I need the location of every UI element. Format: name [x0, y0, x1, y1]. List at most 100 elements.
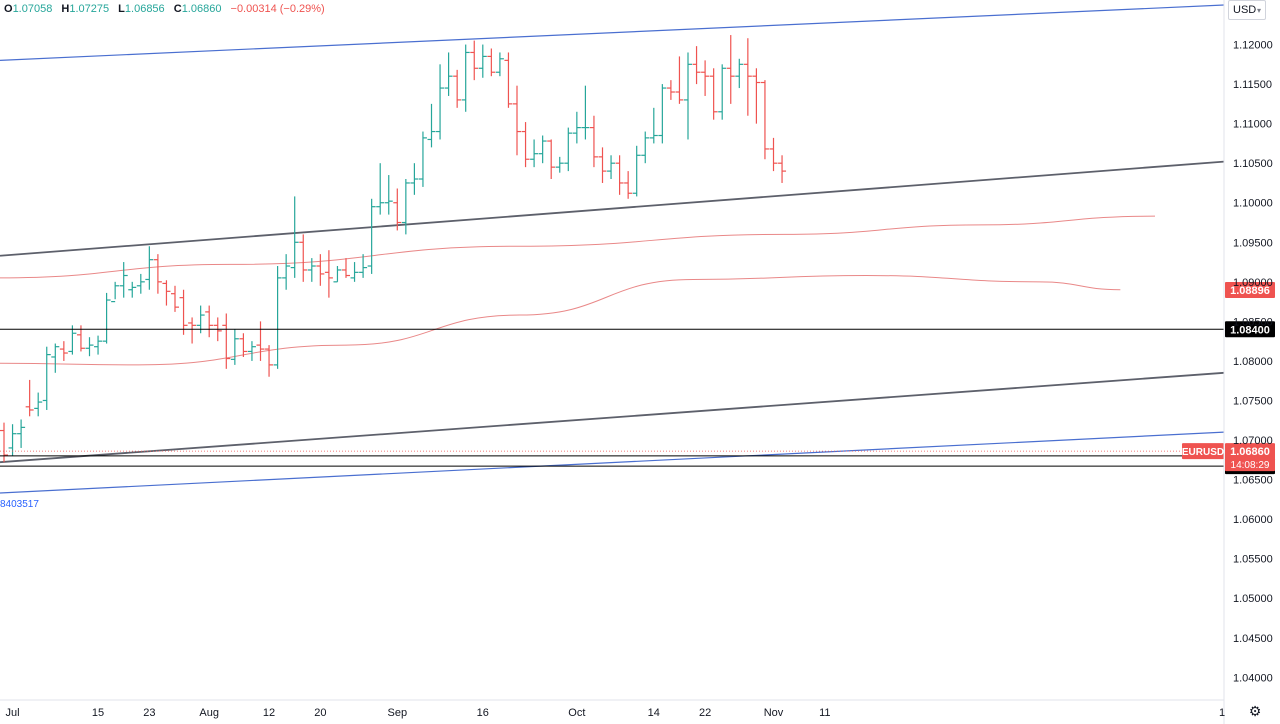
ohlc-bar — [188, 317, 197, 344]
ohlc-bar — [222, 313, 231, 369]
y-tick-label: 1.05000 — [1233, 593, 1273, 605]
x-tick-label: Aug — [199, 707, 219, 719]
x-tick-label: Oct — [568, 707, 585, 719]
ohlc-bar — [393, 188, 402, 231]
ohlc-bar — [256, 321, 265, 361]
y-tick-label: 1.12000 — [1233, 40, 1273, 52]
ohlc-bar — [333, 266, 342, 283]
ohlc-bar — [436, 64, 445, 140]
y-tick-label: 1.05500 — [1233, 554, 1273, 566]
ohlc-bar — [701, 60, 710, 96]
y-tick-label: 1.08500 — [1233, 316, 1273, 328]
ohlc-bar — [282, 254, 291, 290]
ohlc-bars — [0, 35, 787, 463]
ohlc-bar — [504, 52, 513, 108]
ohlc-bar — [307, 258, 316, 282]
chevron-down-icon: ▾ — [1256, 5, 1261, 15]
ohlc-bar — [624, 171, 633, 199]
symbol-tag — [1182, 443, 1224, 460]
ohlc-bar — [324, 250, 333, 298]
ohlc-bar — [538, 135, 547, 164]
x-tick-label: 11 — [819, 707, 830, 719]
last-price-label: 1.06860 — [1230, 446, 1270, 458]
trend-line-channel_upper — [0, 4, 1225, 61]
ohlc-bar — [102, 292, 111, 344]
level-price-tag — [1225, 321, 1275, 338]
ohlc-bar — [778, 155, 787, 183]
ohlc-bar — [42, 346, 51, 410]
ohlc-bar — [153, 254, 162, 294]
ohlc-bar — [299, 234, 308, 282]
ohlc-bar — [34, 392, 43, 417]
ohlc-bar — [675, 56, 684, 104]
ohlc-bar — [265, 345, 274, 377]
ohlc-bar — [171, 285, 179, 312]
x-tick-label: 22 — [699, 707, 711, 719]
currency-selector[interactable]: USD ▾ — [1228, 0, 1266, 20]
ohlc-bar — [572, 111, 581, 144]
open-value: 1.07058 — [12, 3, 53, 15]
ohlc-bar — [743, 38, 752, 116]
ohlc-bar — [641, 131, 650, 164]
close-value: 1.06860 — [181, 3, 222, 15]
ohlc-bar — [692, 46, 701, 85]
last-price-tag — [1225, 443, 1275, 472]
ohlc-bar — [760, 80, 769, 160]
trend-line-trend_lower — [0, 371, 1225, 464]
trend-lines — [0, 4, 1225, 494]
y-tick-label: 1.06500 — [1233, 475, 1273, 487]
x-tick-label: 15 — [92, 707, 104, 719]
ohlc-bar — [316, 254, 325, 286]
ohlc-bar — [684, 52, 692, 140]
trend-line-channel_lower — [0, 431, 1225, 494]
gear-icon[interactable]: ⚙ — [1248, 703, 1262, 719]
ohlc-bar — [376, 163, 385, 215]
x-tick-label: 1 — [1219, 707, 1225, 719]
open-label: O — [4, 3, 13, 15]
ohlc-bar — [359, 254, 368, 278]
ohlc-bar — [513, 85, 521, 156]
horizontal-levels: 1.084001.068001.066701.08896EURUSD1.0686… — [0, 282, 1275, 475]
ohlc-bar — [487, 48, 496, 77]
ma-price-tag — [1225, 282, 1275, 299]
channel-label: 8403517 — [0, 499, 39, 510]
ohlc-bar — [350, 262, 359, 282]
ohlc-bar — [581, 85, 590, 140]
x-tick-label: Jul — [6, 707, 20, 719]
ohlc-bar — [239, 333, 248, 357]
ohlc-bar — [25, 379, 34, 417]
countdown-label: 14:08:29 — [1231, 460, 1270, 471]
ohlc-bar — [196, 305, 205, 334]
y-tick-label: 1.06000 — [1233, 514, 1273, 526]
ohlc-bar — [735, 58, 744, 89]
ohlc-bar — [136, 273, 145, 294]
ohlc-bar — [589, 115, 598, 168]
trend-line-trend_upper — [0, 160, 1225, 257]
ohlc-bar — [418, 131, 427, 187]
ohlc-bar — [59, 341, 68, 361]
ohlc-bar — [145, 246, 154, 290]
ohlc-bar — [367, 198, 376, 274]
ohlc-bar — [752, 68, 761, 124]
y-tick-label: 1.07000 — [1233, 435, 1273, 447]
ohlc-bar — [649, 107, 658, 144]
y-tick-label: 1.10000 — [1233, 198, 1273, 210]
y-tick-label: 1.11500 — [1233, 79, 1272, 91]
ohlc-bar — [615, 155, 624, 195]
x-tick-label: 14 — [648, 707, 660, 719]
high-value: 1.07275 — [69, 3, 110, 15]
x-tick-label: 12 — [263, 707, 275, 719]
ohlc-readout: O1.07058 H1.07275 L1.06856 C1.06860 −0.0… — [4, 3, 331, 15]
ohlc-bar — [530, 139, 539, 168]
ohlc-bar — [769, 137, 778, 172]
ohlc-bar — [453, 69, 462, 108]
x-tick-label: 23 — [143, 707, 155, 719]
y-tick-label: 1.11000 — [1233, 119, 1272, 131]
change-value: −0.00314 (−0.29%) — [230, 3, 325, 15]
low-value: 1.06856 — [124, 3, 165, 15]
x-tick-label: 16 — [477, 707, 489, 719]
ohlc-bar — [607, 155, 616, 180]
y-tick-label: 1.09500 — [1233, 237, 1273, 249]
